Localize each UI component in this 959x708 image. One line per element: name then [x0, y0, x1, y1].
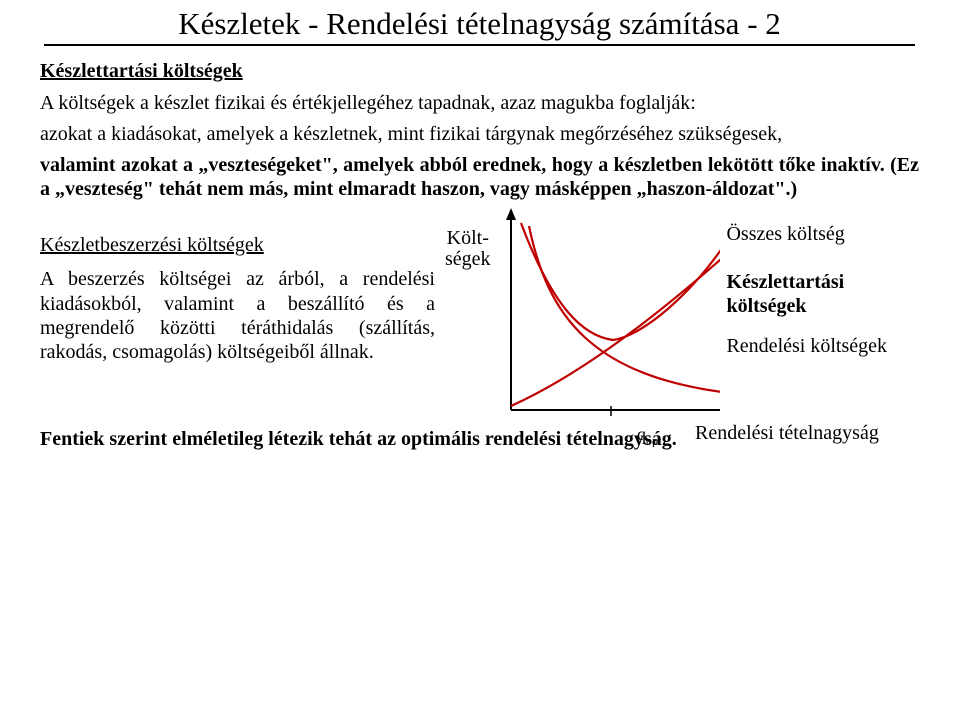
section2-p: A beszerzés költségei az árból, a rendel… [40, 267, 435, 365]
chart-area: Költ- ségek Összes költség Készlettartás… [445, 208, 919, 420]
section1-p1: A költségek a készlet fizikai és értékje… [40, 91, 919, 116]
section2-heading: Készletbeszerzési költségek [40, 234, 435, 257]
chart-y-label-l2: ségek [445, 248, 491, 270]
chart-y-label-l1: Költ- [447, 227, 489, 249]
section1-p2a: azokat a kiadásokat, amelyek a készletne… [40, 122, 919, 147]
chart-svg [493, 208, 721, 420]
qopt-q: q [637, 424, 646, 444]
legend-ordering: Rendelési költségek [726, 334, 919, 358]
chart-legend: Összes költség Készlettartási költségek … [726, 222, 919, 420]
chart-qopt-label: qopt [637, 424, 661, 449]
legend-holding: Készlettartási költségek [726, 270, 919, 318]
section1-p2b: valamint azokat a „veszteségeket", amely… [40, 153, 919, 203]
two-column-area: Készletbeszerzési költségek A beszerzés … [40, 208, 919, 420]
left-column: Készletbeszerzési költségek A beszerzés … [40, 208, 435, 420]
chart-x-label: Rendelési tételnagyság [695, 422, 879, 445]
qopt-sub: opt [646, 434, 661, 448]
page-title: Készletek - Rendelési tételnagyság számí… [44, 6, 915, 46]
chart-y-label: Költ- ségek [445, 228, 491, 420]
section1-heading: Készlettartási költségek [40, 60, 929, 83]
page: Készletek - Rendelési tételnagyság számí… [0, 0, 959, 708]
legend-total: Összes költség [726, 222, 919, 246]
